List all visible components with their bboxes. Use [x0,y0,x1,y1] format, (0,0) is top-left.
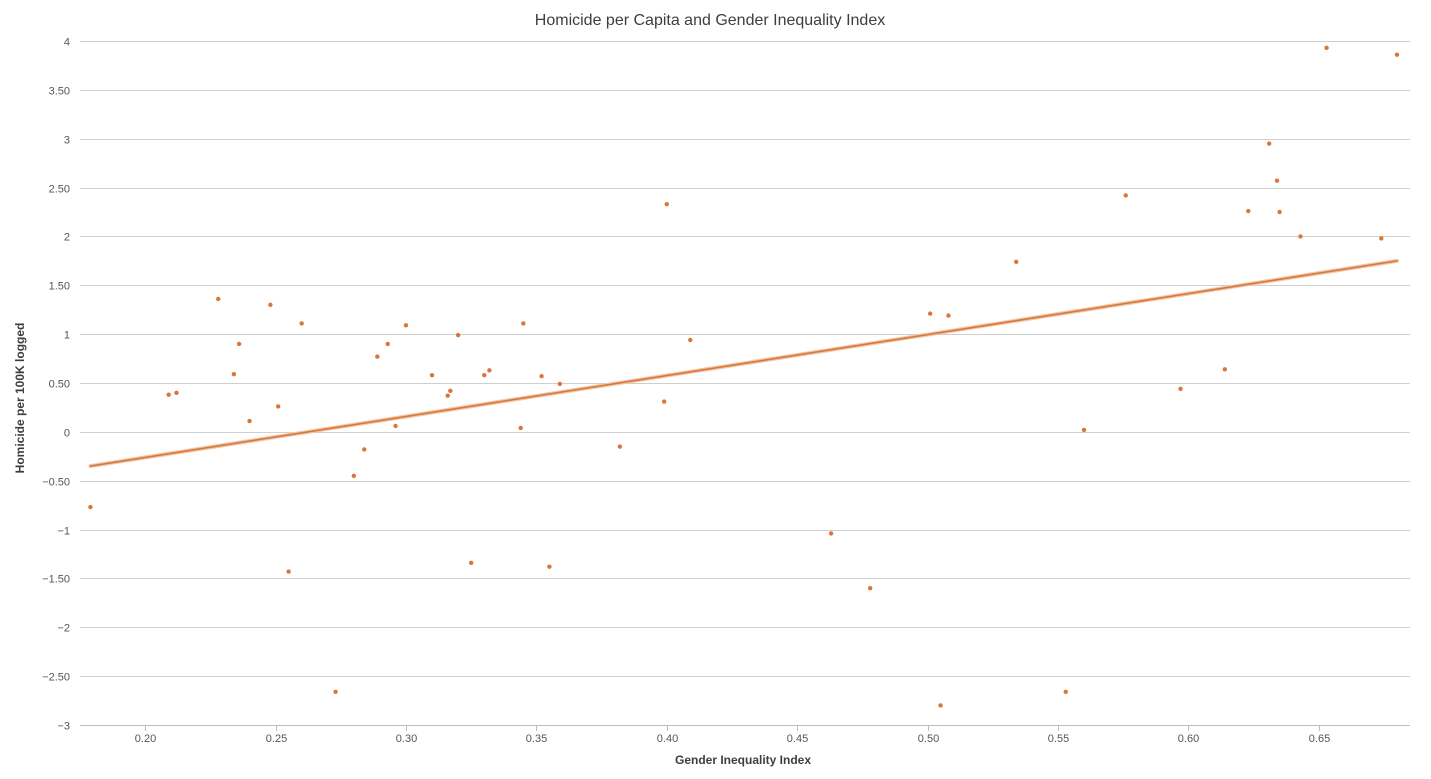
data-point[interactable] [539,373,544,379]
axes: 4 3.50 3 2.50 2 1.50 1 0.50 0 −0.50 −1 −1.50 −2 −2.50… [42,37,1410,745]
data-point[interactable] [1063,689,1068,694]
y-tick-label: −0.50 [42,477,70,489]
y-tick-label: 1 [64,330,70,342]
chart-title: Homicide per Capita and Gender Inequalit… [535,12,885,29]
x-tick-label: 0.55 [1048,733,1069,745]
data-point[interactable] [403,323,409,328]
data-point[interactable] [468,560,474,565]
x-axis-title: Gender Inequality Index [675,753,811,767]
trendline-group [88,258,1399,469]
y-tick-label: −3 [57,721,70,733]
data-point[interactable] [393,423,398,429]
data-points [88,45,1400,708]
data-point[interactable] [231,372,237,377]
y-tick-label: −2 [57,623,70,635]
data-point[interactable] [1379,236,1384,241]
data-point[interactable] [1222,367,1228,372]
data-point[interactable] [445,393,450,398]
data-point[interactable] [385,341,390,347]
x-tick-label: 0.25 [266,733,287,745]
data-point[interactable] [867,586,873,591]
data-point[interactable] [174,390,179,395]
data-point[interactable] [1081,427,1087,433]
data-point[interactable] [1324,45,1329,51]
data-point[interactable] [547,564,552,569]
y-tick-label: 3.50 [49,86,70,98]
data-point[interactable] [247,418,252,424]
y-tick-label: 1.50 [49,281,70,293]
data-point[interactable] [375,354,380,359]
data-point[interactable] [617,444,623,449]
x-tick-label: 0.20 [135,733,156,745]
data-point[interactable] [521,321,526,326]
data-point[interactable] [482,372,487,378]
data-point[interactable] [1274,178,1280,183]
x-tick-label: 0.65 [1309,733,1330,745]
x-tick-label: 0.35 [526,733,547,745]
data-point[interactable] [455,332,461,338]
data-point[interactable] [351,473,357,479]
data-point[interactable] [1178,386,1183,392]
y-tick-label: 0 [64,428,70,440]
y-tick-label: −1 [57,526,70,538]
y-tick-label: 0.50 [49,379,70,391]
x-tick-label: 0.30 [396,733,417,745]
y-axis-title: Homicide per 100K logged [13,323,27,474]
data-point[interactable] [661,399,667,404]
data-point[interactable] [557,381,563,387]
data-point[interactable] [927,311,933,316]
data-point[interactable] [362,447,367,452]
y-tick-label: −1.50 [42,574,70,586]
data-point[interactable] [286,569,291,574]
data-point[interactable] [938,703,943,708]
data-point[interactable] [236,341,242,347]
data-point[interactable] [299,321,304,326]
data-point[interactable] [1394,52,1400,57]
data-point[interactable] [1246,208,1251,214]
data-point[interactable] [88,504,93,510]
data-point[interactable] [216,296,221,302]
gridlines [80,41,1410,726]
data-point[interactable] [333,689,338,694]
data-point[interactable] [429,372,435,378]
y-tick-label: −2.50 [42,672,70,684]
y-tick-label: 2 [64,232,70,244]
data-point[interactable] [1298,234,1303,239]
data-point[interactable] [828,531,834,536]
data-point[interactable] [487,368,492,373]
data-point[interactable] [1277,209,1282,215]
trendline [89,260,1398,467]
data-point[interactable] [275,404,281,409]
y-tick-label: 4 [64,37,70,49]
x-tick-label: 0.60 [1178,733,1199,745]
data-point[interactable] [166,392,171,397]
data-point[interactable] [688,337,693,343]
data-point[interactable] [946,313,951,318]
data-point[interactable] [518,425,523,431]
data-point[interactable] [1014,259,1019,265]
x-tick-label: 0.40 [657,733,678,745]
data-point[interactable] [268,302,273,308]
data-point[interactable] [1123,193,1128,198]
y-tick-label: 2.50 [49,184,70,196]
y-tick-label: 3 [64,135,70,147]
x-tick-label: 0.50 [918,733,939,745]
data-point[interactable] [664,201,669,207]
x-tick-label: 0.45 [787,733,808,745]
data-point[interactable] [448,388,453,394]
data-point[interactable] [1266,141,1272,146]
